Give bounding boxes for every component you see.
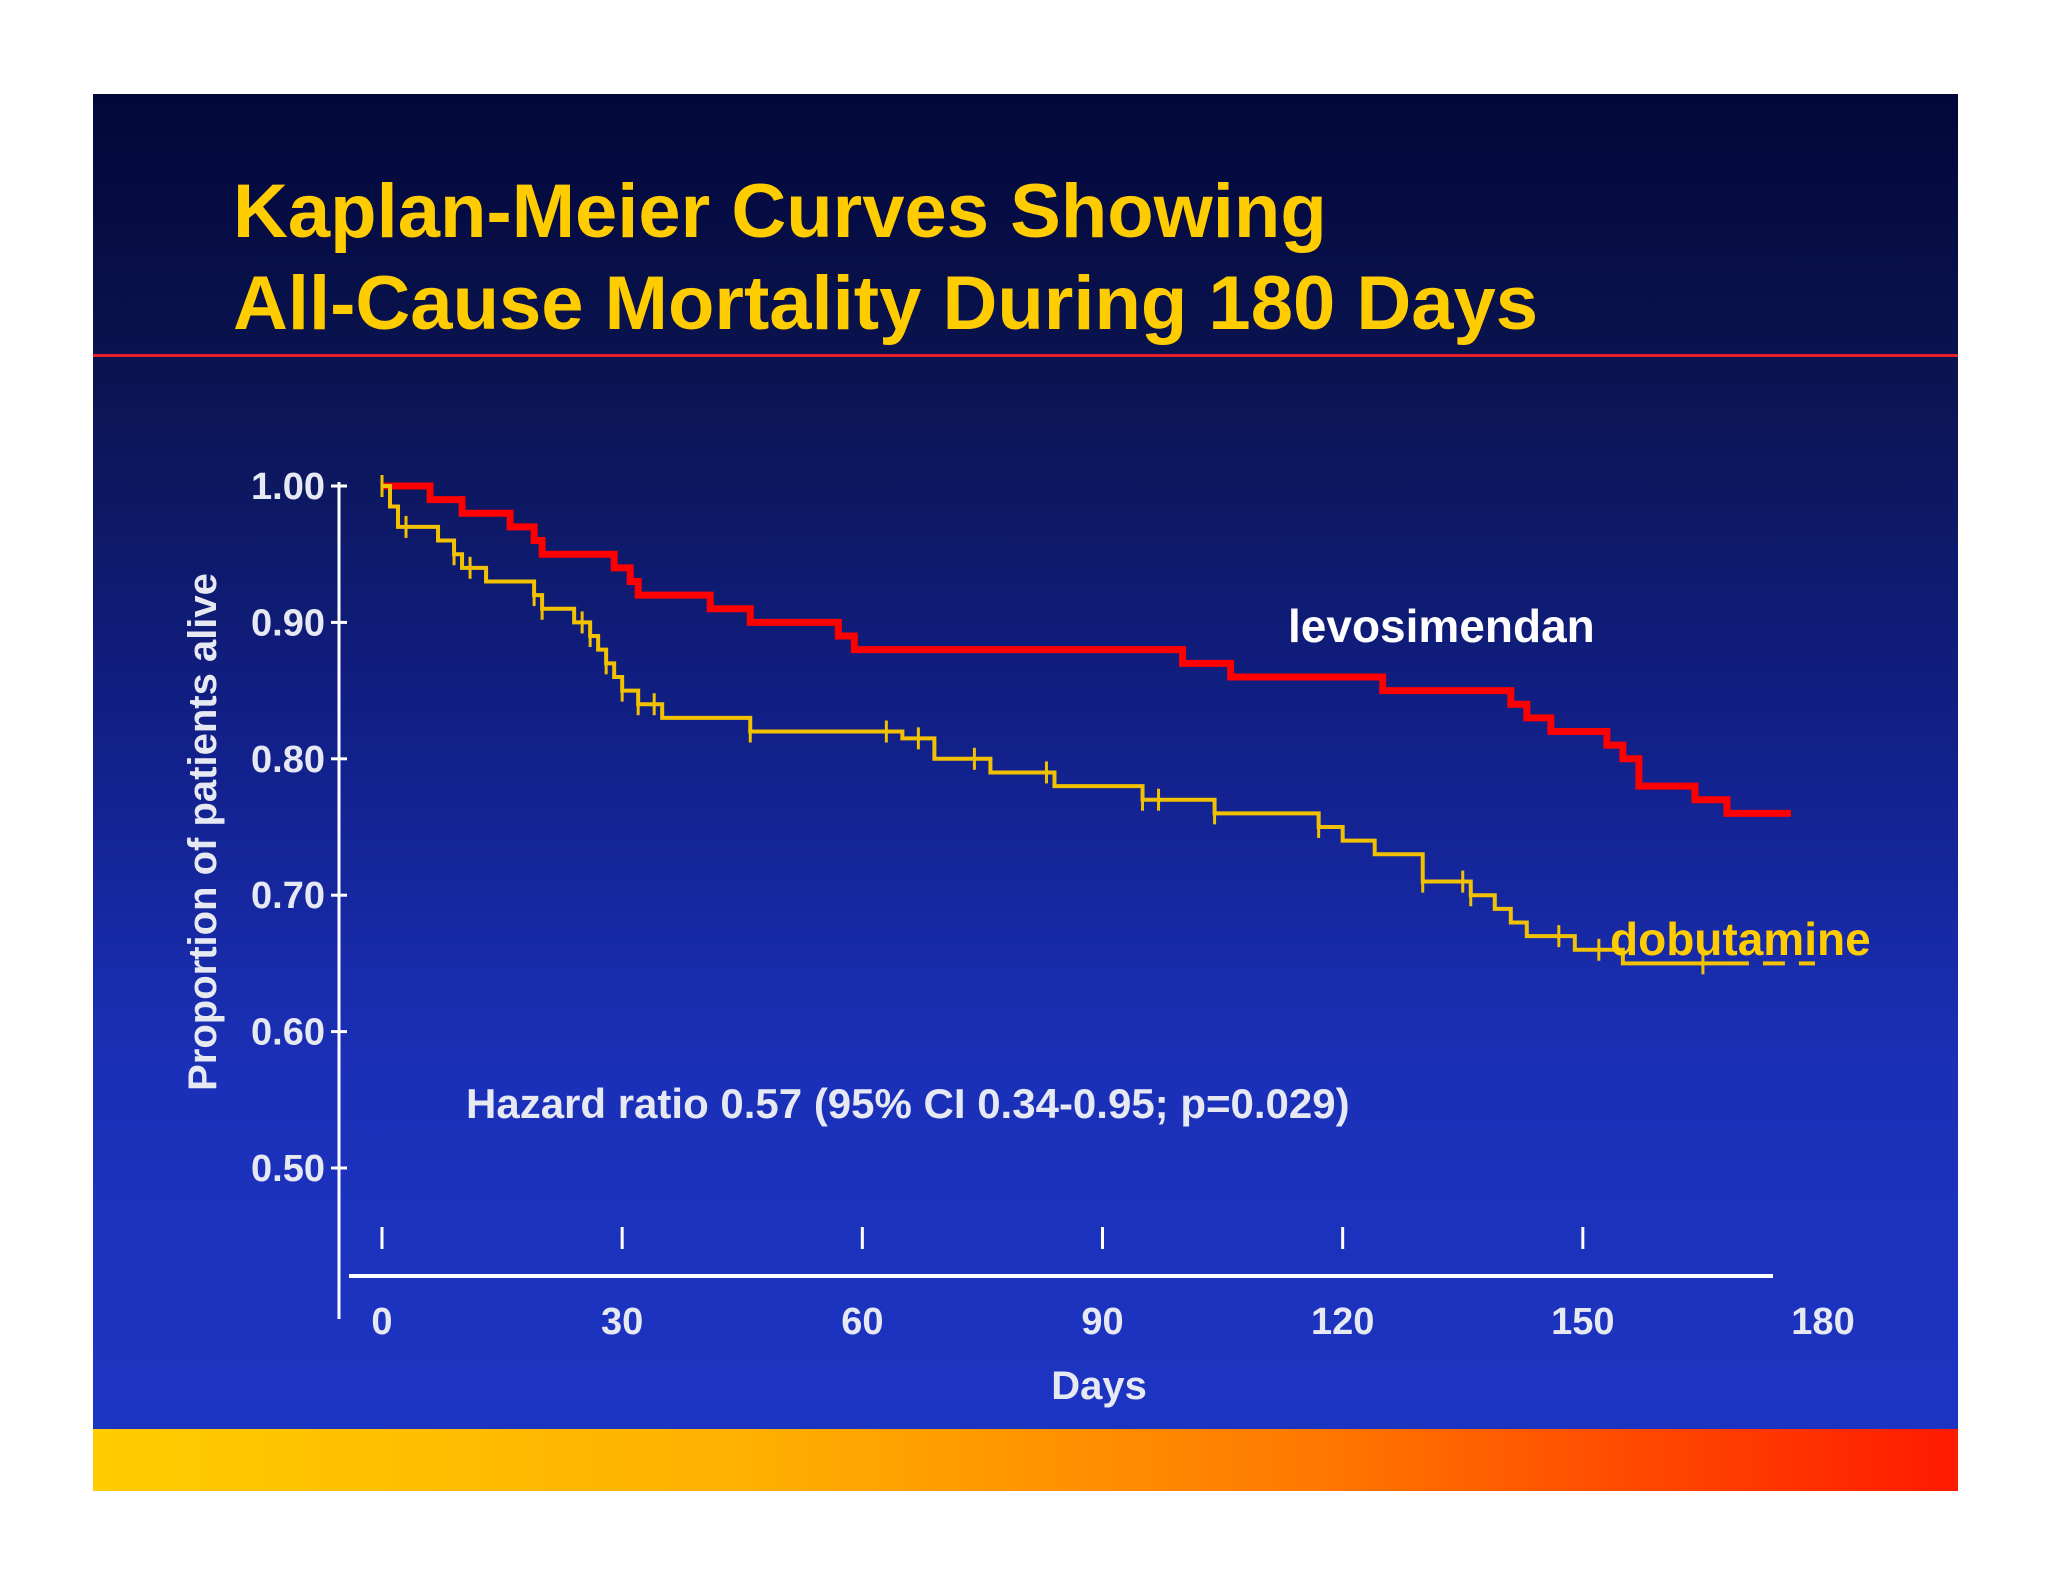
hazard-ratio-annotation: Hazard ratio 0.57 (95% CI 0.34-0.95; p=0… — [466, 1080, 1350, 1127]
x-tick-label: 30 — [601, 1301, 643, 1343]
x-tick-label: 90 — [1081, 1301, 1123, 1343]
y-axis-title: Proportion of patients alive — [181, 573, 225, 1091]
y-tick-label: 1.00 — [251, 466, 325, 508]
chart-title: Kaplan-Meier Curves Showing All-Cause Mo… — [233, 166, 1538, 350]
y-tick-label: 0.60 — [251, 1012, 325, 1054]
x-tick-label: 60 — [841, 1301, 883, 1343]
curve-levosimendan — [382, 482, 1791, 817]
title-line-2: All-Cause Mortality During 180 Days — [233, 261, 1539, 346]
title-rule — [93, 354, 1958, 357]
x-tick-label: 150 — [1551, 1301, 1614, 1343]
x-ticks: 0 30 60 90 120 150 180 — [371, 1227, 1855, 1343]
x-tick-label: 120 — [1311, 1301, 1374, 1343]
bottom-gradient-bar — [93, 1429, 1958, 1491]
y-tick-label: 0.50 — [251, 1148, 325, 1190]
y-tick-label: 0.90 — [251, 602, 325, 644]
y-ticks: 1.00 0.90 0.80 0.70 0.60 0.50 — [251, 466, 347, 1190]
title-line-1: Kaplan-Meier Curves Showing — [233, 169, 1327, 254]
series-label-dobutamine: dobutamine — [1610, 913, 1871, 965]
x-axis-title: Days — [1051, 1364, 1147, 1408]
y-tick-label: 0.70 — [251, 875, 325, 917]
censor-marks — [380, 475, 1705, 975]
y-tick-label: 0.80 — [251, 739, 325, 781]
x-tick-label: 180 — [1791, 1301, 1854, 1343]
series-label-levosimendan: levosimendan — [1288, 600, 1595, 652]
x-tick-label: 0 — [371, 1301, 392, 1343]
survival-curves — [382, 482, 1815, 966]
km-chart: 1.00 0.90 0.80 0.70 0.60 0.50 0 30 60 90 120 150 18… — [181, 466, 1871, 1408]
slide: Kaplan-Meier Curves Showing All-Cause Mo… — [93, 94, 1958, 1491]
